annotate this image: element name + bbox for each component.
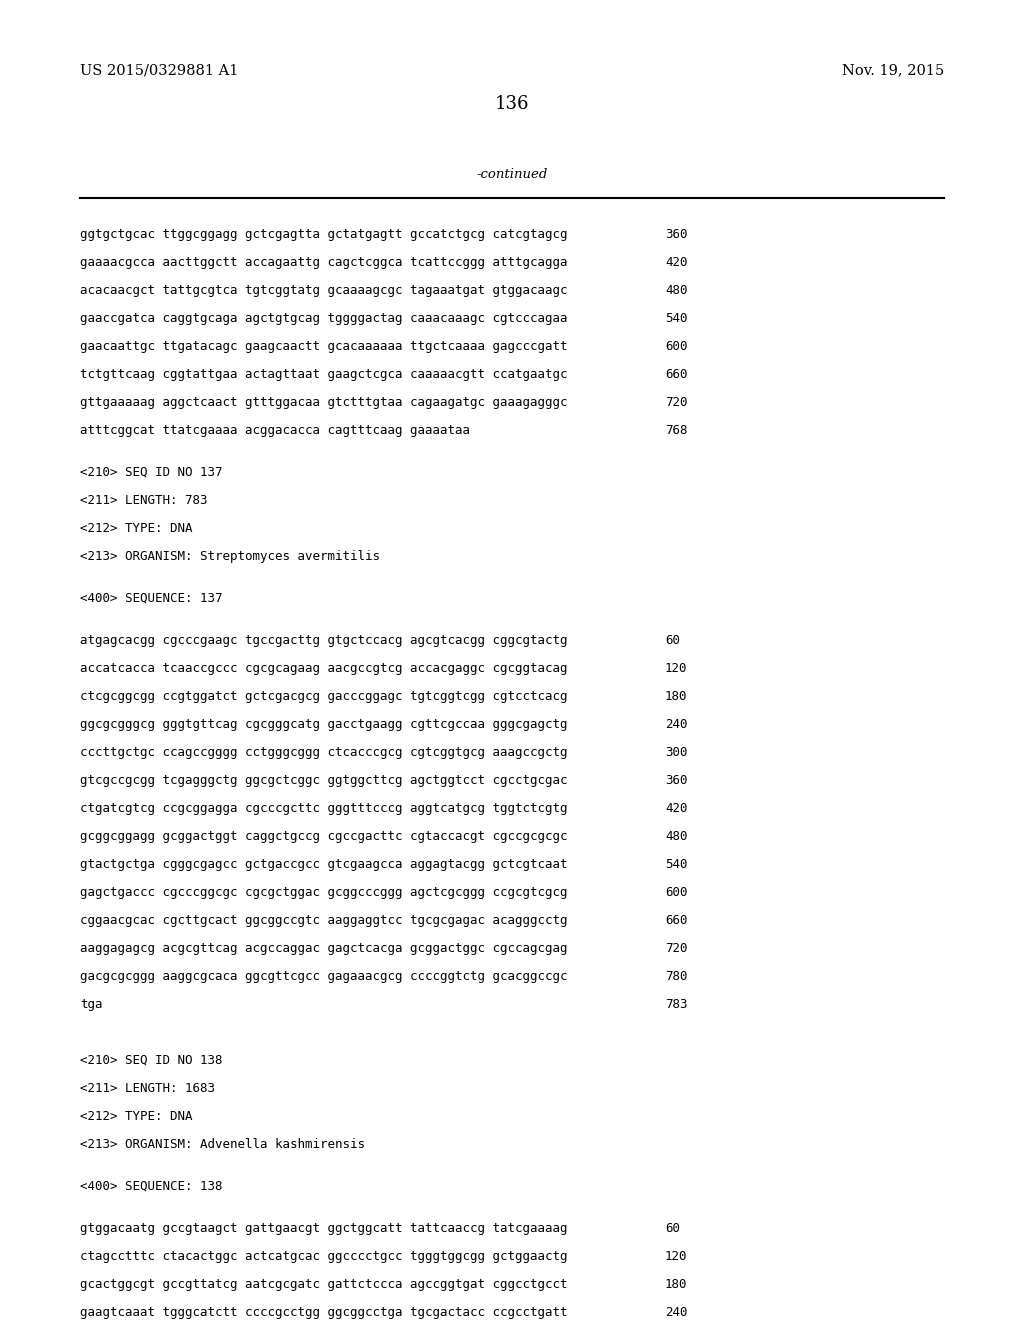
Text: gaacaattgc ttgatacagc gaagcaactt gcacaaaaaa ttgctcaaaa gagcccgatt: gaacaattgc ttgatacagc gaagcaactt gcacaaa… (80, 341, 567, 352)
Text: 540: 540 (665, 312, 687, 325)
Text: tctgttcaag cggtattgaa actagttaat gaagctcgca caaaaacgtt ccatgaatgc: tctgttcaag cggtattgaa actagttaat gaagctc… (80, 368, 567, 381)
Text: 180: 180 (665, 690, 687, 704)
Text: gtggacaatg gccgtaagct gattgaacgt ggctggcatt tattcaaccg tatcgaaaag: gtggacaatg gccgtaagct gattgaacgt ggctggc… (80, 1222, 567, 1236)
Text: gcactggcgt gccgttatcg aatcgcgatc gattctccca agccggtgat cggcctgcct: gcactggcgt gccgttatcg aatcgcgatc gattctc… (80, 1278, 567, 1291)
Text: gtcgccgcgg tcgagggctg ggcgctcggc ggtggcttcg agctggtcct cgcctgcgac: gtcgccgcgg tcgagggctg ggcgctcggc ggtggct… (80, 774, 567, 787)
Text: 660: 660 (665, 368, 687, 381)
Text: gttgaaaaag aggctcaact gtttggacaa gtctttgtaa cagaagatgc gaaagagggc: gttgaaaaag aggctcaact gtttggacaa gtctttg… (80, 396, 567, 409)
Text: gaaccgatca caggtgcaga agctgtgcag tggggactag caaacaaagc cgtcccagaa: gaaccgatca caggtgcaga agctgtgcag tggggac… (80, 312, 567, 325)
Text: 600: 600 (665, 886, 687, 899)
Text: 60: 60 (665, 634, 680, 647)
Text: Nov. 19, 2015: Nov. 19, 2015 (842, 63, 944, 77)
Text: ggcgcgggcg gggtgttcag cgcgggcatg gacctgaagg cgttcgccaa gggcgagctg: ggcgcgggcg gggtgttcag cgcgggcatg gacctga… (80, 718, 567, 731)
Text: <211> LENGTH: 783: <211> LENGTH: 783 (80, 494, 208, 507)
Text: gacgcgcggg aaggcgcaca ggcgttcgcc gagaaacgcg ccccggtctg gcacggccgc: gacgcgcggg aaggcgcaca ggcgttcgcc gagaaac… (80, 970, 567, 983)
Text: ctcgcggcgg ccgtggatct gctcgacgcg gacccggagc tgtcggtcgg cgtcctcacg: ctcgcggcgg ccgtggatct gctcgacgcg gacccgg… (80, 690, 567, 704)
Text: cggaacgcac cgcttgcact ggcggccgtc aaggaggtcc tgcgcgagac acagggcctg: cggaacgcac cgcttgcact ggcggccgtc aaggagg… (80, 913, 567, 927)
Text: 120: 120 (665, 663, 687, 675)
Text: 180: 180 (665, 1278, 687, 1291)
Text: <400> SEQUENCE: 138: <400> SEQUENCE: 138 (80, 1180, 222, 1193)
Text: cccttgctgc ccagccgggg cctgggcggg ctcacccgcg cgtcggtgcg aaagccgctg: cccttgctgc ccagccgggg cctgggcggg ctcaccc… (80, 746, 567, 759)
Text: ctgatcgtcg ccgcggagga cgcccgcttc gggtttcccg aggtcatgcg tggtctcgtg: ctgatcgtcg ccgcggagga cgcccgcttc gggtttc… (80, 803, 567, 814)
Text: accatcacca tcaaccgccc cgcgcagaag aacgccgtcg accacgaggc cgcggtacag: accatcacca tcaaccgccc cgcgcagaag aacgccg… (80, 663, 567, 675)
Text: 720: 720 (665, 942, 687, 954)
Text: acacaacgct tattgcgtca tgtcggtatg gcaaaagcgc tagaaatgat gtggacaagc: acacaacgct tattgcgtca tgtcggtatg gcaaaag… (80, 284, 567, 297)
Text: 300: 300 (665, 746, 687, 759)
Text: 240: 240 (665, 718, 687, 731)
Text: 660: 660 (665, 913, 687, 927)
Text: gaaaacgcca aacttggctt accagaattg cagctcggca tcattccggg atttgcagga: gaaaacgcca aacttggctt accagaattg cagctcg… (80, 256, 567, 269)
Text: 480: 480 (665, 830, 687, 843)
Text: 360: 360 (665, 228, 687, 242)
Text: <210> SEQ ID NO 137: <210> SEQ ID NO 137 (80, 466, 222, 479)
Text: 136: 136 (495, 95, 529, 114)
Text: gagctgaccc cgcccggcgc cgcgctggac gcggcccggg agctcgcggg ccgcgtcgcg: gagctgaccc cgcccggcgc cgcgctggac gcggccc… (80, 886, 567, 899)
Text: <212> TYPE: DNA: <212> TYPE: DNA (80, 521, 193, 535)
Text: atgagcacgg cgcccgaagc tgccgacttg gtgctccacg agcgtcacgg cggcgtactg: atgagcacgg cgcccgaagc tgccgacttg gtgctcc… (80, 634, 567, 647)
Text: 783: 783 (665, 998, 687, 1011)
Text: aaggagagcg acgcgttcag acgccaggac gagctcacga gcggactggc cgccagcgag: aaggagagcg acgcgttcag acgccaggac gagctca… (80, 942, 567, 954)
Text: 780: 780 (665, 970, 687, 983)
Text: <211> LENGTH: 1683: <211> LENGTH: 1683 (80, 1082, 215, 1096)
Text: -continued: -continued (476, 168, 548, 181)
Text: 768: 768 (665, 424, 687, 437)
Text: 540: 540 (665, 858, 687, 871)
Text: gaagtcaaat tgggcatctt ccccgcctgg ggcggcctga tgcgactacc ccgcctgatt: gaagtcaaat tgggcatctt ccccgcctgg ggcggcc… (80, 1305, 567, 1319)
Text: gcggcggagg gcggactggt caggctgccg cgccgacttc cgtaccacgt cgccgcgcgc: gcggcggagg gcggactggt caggctgccg cgccgac… (80, 830, 567, 843)
Text: <213> ORGANISM: Advenella kashmirensis: <213> ORGANISM: Advenella kashmirensis (80, 1138, 365, 1151)
Text: <212> TYPE: DNA: <212> TYPE: DNA (80, 1110, 193, 1123)
Text: 240: 240 (665, 1305, 687, 1319)
Text: 420: 420 (665, 256, 687, 269)
Text: 600: 600 (665, 341, 687, 352)
Text: US 2015/0329881 A1: US 2015/0329881 A1 (80, 63, 239, 77)
Text: ggtgctgcac ttggcggagg gctcgagtta gctatgagtt gccatctgcg catcgtagcg: ggtgctgcac ttggcggagg gctcgagtta gctatga… (80, 228, 567, 242)
Text: gtactgctga cgggcgagcc gctgaccgcc gtcgaagcca aggagtacgg gctcgtcaat: gtactgctga cgggcgagcc gctgaccgcc gtcgaag… (80, 858, 567, 871)
Text: atttcggcat ttatcgaaaa acggacacca cagtttcaag gaaaataa: atttcggcat ttatcgaaaa acggacacca cagtttc… (80, 424, 470, 437)
Text: 720: 720 (665, 396, 687, 409)
Text: 420: 420 (665, 803, 687, 814)
Text: 60: 60 (665, 1222, 680, 1236)
Text: <210> SEQ ID NO 138: <210> SEQ ID NO 138 (80, 1053, 222, 1067)
Text: 120: 120 (665, 1250, 687, 1263)
Text: tga: tga (80, 998, 102, 1011)
Text: 360: 360 (665, 774, 687, 787)
Text: <400> SEQUENCE: 137: <400> SEQUENCE: 137 (80, 591, 222, 605)
Text: <213> ORGANISM: Streptomyces avermitilis: <213> ORGANISM: Streptomyces avermitilis (80, 550, 380, 564)
Text: ctagcctttc ctacactggc actcatgcac ggcccctgcc tgggtggcgg gctggaactg: ctagcctttc ctacactggc actcatgcac ggcccct… (80, 1250, 567, 1263)
Text: 480: 480 (665, 284, 687, 297)
